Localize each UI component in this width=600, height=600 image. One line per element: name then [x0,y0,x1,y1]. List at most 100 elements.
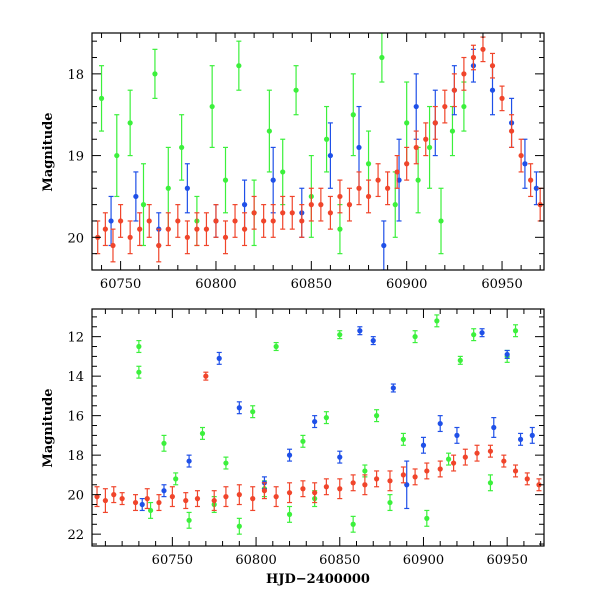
data-point-red [362,474,368,496]
data-point-green [236,40,242,91]
marker [412,334,418,340]
data-point-red [442,89,448,124]
x-tick-label: 60750 [152,553,193,568]
marker [413,144,419,151]
y-tick-label: 22 [67,528,84,543]
marker [266,128,272,134]
marker [137,226,143,232]
data-point-red [94,486,100,508]
marker [119,496,125,502]
marker [299,218,305,224]
marker [111,492,117,498]
marker [251,210,257,216]
data-point-red [400,466,406,484]
data-point-red [356,171,362,206]
data-point-red [102,488,108,514]
marker [392,202,398,208]
data-point-green [98,65,105,132]
data-point-green [434,314,440,328]
marker [323,484,329,490]
data-point-green [412,330,418,344]
marker [156,242,162,249]
marker [270,218,276,224]
marker [390,385,396,391]
data-point-red [337,179,343,214]
marker [445,456,452,462]
data-point-blue [286,448,293,462]
data-point-red [461,56,467,91]
marker [471,332,477,338]
data-point-red [385,171,391,206]
data-point-red [270,204,276,238]
data-point-red [232,204,238,238]
data-point-blue [491,417,497,438]
data-point-red [110,228,116,263]
marker [362,482,368,488]
marker [424,515,430,521]
data-point-red [102,212,108,247]
data-point-red [137,212,143,247]
data-point-red [499,85,505,112]
data-point-blue [216,351,222,365]
marker [300,486,306,492]
marker [346,202,353,208]
data-point-green [300,434,306,448]
marker [517,436,524,442]
marker [194,226,200,232]
marker [146,218,152,224]
data-point-red [480,36,486,63]
marker [184,185,190,191]
marker [133,193,139,200]
marker [293,87,299,93]
data-point-blue [161,484,167,498]
data-point-red [132,494,139,512]
marker [412,474,418,480]
data-point-red [156,228,162,263]
x-tick-label: 60850 [319,553,360,568]
data-point-red [251,195,257,230]
marker [250,496,256,502]
data-point-green [147,501,154,519]
marker [375,177,381,183]
marker [223,460,229,466]
marker [487,448,494,454]
marker [232,218,238,224]
marker [327,152,333,159]
data-point-red [470,44,477,71]
data-point-red [323,478,329,496]
data-point-red [203,212,210,247]
data-point-green [250,405,256,419]
marker [165,226,171,232]
data-point-red [312,482,318,504]
data-point-blue [529,426,535,444]
data-point-green [400,432,406,446]
marker [461,103,467,110]
marker [365,193,372,200]
data-point-blue [337,450,343,464]
marker [385,185,391,191]
data-point-green [512,324,519,338]
marker [432,120,438,126]
marker [156,499,162,506]
marker [216,355,222,361]
marker [415,177,421,183]
marker [356,185,362,191]
marker [213,218,219,224]
data-point-red [512,464,519,478]
marker [127,234,133,240]
marker [139,501,145,508]
marker [286,490,293,496]
marker [136,369,142,375]
data-point-red [241,212,248,247]
data-point-green [424,509,430,527]
data-point-green [209,65,215,149]
marker [286,511,293,517]
data-point-red [413,130,419,165]
marker [365,161,372,167]
y-tick-label: 19 [67,150,84,165]
marker [462,454,468,460]
data-point-green [186,511,192,529]
marker [222,177,229,183]
y-tick-label: 20 [67,231,84,246]
